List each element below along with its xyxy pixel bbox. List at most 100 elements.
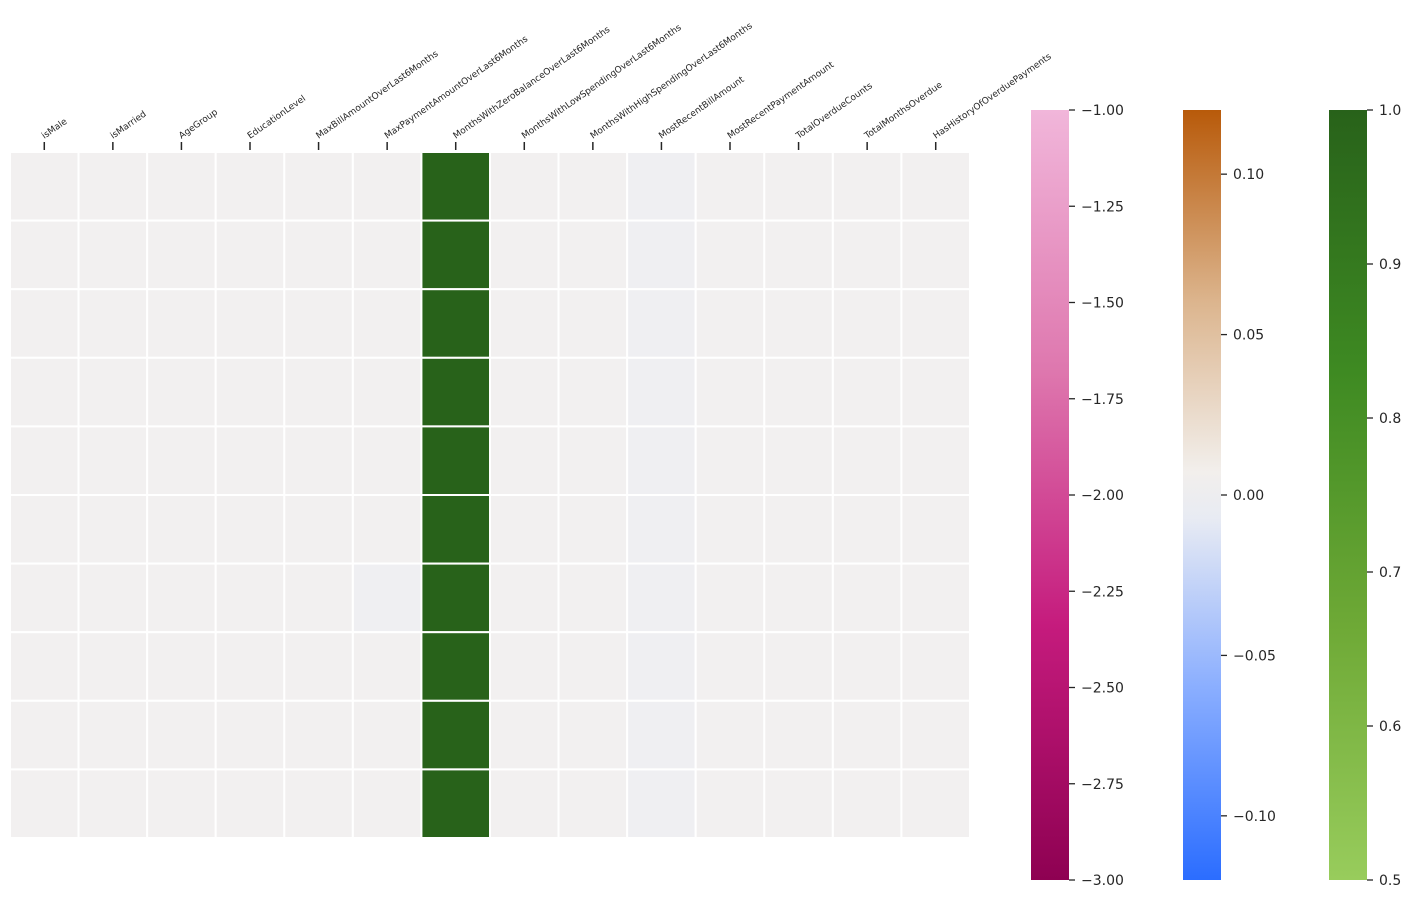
colorbar-tick-label: −2.25 (1081, 584, 1124, 600)
colorbar-tick-label: 0.8 (1379, 411, 1401, 427)
heatmap-cell (283, 631, 354, 702)
heatmap-cell (694, 562, 766, 634)
colorbar-tick-label: 0.05 (1233, 328, 1264, 344)
heatmap-cell (214, 699, 286, 771)
heatmap-cell (214, 768, 286, 840)
x-tick-label: MaxBillAmountOverLast6Months (315, 49, 441, 141)
heatmap-cell (900, 562, 972, 634)
heatmap-cell (351, 631, 423, 702)
heatmap-cell (283, 356, 354, 428)
x-tick-label: EducationLevel (246, 94, 308, 142)
heatmap-cell (283, 699, 354, 771)
heatmap-cell (146, 768, 217, 840)
heatmap-cell (900, 699, 972, 771)
heatmap-cell (694, 288, 766, 359)
heatmap-cell (9, 494, 80, 565)
heatmap-cell (626, 288, 697, 359)
x-tick-label: isMarried (109, 109, 149, 141)
heatmap-cell (420, 288, 491, 359)
heatmap-cell (214, 219, 286, 291)
heatmap-cell (763, 768, 834, 840)
heatmap-cell (557, 219, 629, 291)
heatmap-cell (831, 562, 903, 634)
heatmap-cell (420, 562, 491, 634)
heatmap-cell (214, 151, 286, 222)
colorbar-near-zero: 0.10 0.05 0.00 −0.05 −0.10 (1183, 110, 1276, 880)
heatmap-cell (763, 494, 834, 565)
heatmap-cell (626, 562, 697, 634)
colorbar-tick-label: 0.9 (1379, 257, 1401, 273)
heatmap-cell (626, 356, 697, 428)
colorbar-tick-label: −2.75 (1081, 777, 1124, 793)
colorbar-tick-label: −0.10 (1233, 809, 1276, 825)
colorbar-tick-label: −1.50 (1081, 296, 1124, 312)
colorbar-tick-label: −0.05 (1233, 648, 1276, 664)
colorbar-tick-label: 0.7 (1379, 565, 1401, 581)
heatmap-cell (146, 562, 217, 634)
heatmap-cell (557, 768, 629, 840)
heatmap-cell (420, 151, 491, 222)
heatmap-cell (214, 631, 286, 702)
colorbar-tick-label: −3.00 (1081, 873, 1124, 889)
colorbar-gradient (1031, 110, 1069, 880)
heatmap-cell (146, 631, 217, 702)
heatmap-cell (900, 288, 972, 359)
heatmap-cell (420, 768, 491, 840)
colorbar-negative: −1.00 −1.25 −1.50 −1.75 −2.00 −2.25 −2.50 −2.75… (1031, 103, 1124, 889)
heatmap-cell (489, 356, 560, 428)
x-tick-label: MaxPaymentAmountOverLast6Months (383, 34, 530, 141)
heatmap-cell (900, 768, 972, 840)
heatmap-cell (420, 494, 491, 565)
heatmap-cell (557, 356, 629, 428)
heatmap-cell (77, 288, 149, 359)
heatmap-cell (831, 219, 903, 291)
heatmap-cell (694, 631, 766, 702)
heatmap-cell (489, 699, 560, 771)
heatmap-cell (763, 562, 834, 634)
heatmap-cell (351, 425, 423, 496)
heatmap-cell (900, 151, 972, 222)
x-tick-label: MostRecentPaymentAmount (726, 60, 836, 142)
heatmap-cell (420, 356, 491, 428)
heatmap-cell (831, 699, 903, 771)
heatmap-cell (489, 288, 560, 359)
heatmap-cell (283, 768, 354, 840)
heatmap-cell (626, 631, 697, 702)
heatmap-cell (900, 425, 972, 496)
heatmap-cell (831, 151, 903, 222)
heatmap-cell (694, 425, 766, 496)
heatmap-cell (626, 151, 697, 222)
colorbars: −1.00 −1.25 −1.50 −1.75 −2.00 −2.25 −2.50 −2.75… (1031, 103, 1401, 889)
heatmap-cell (557, 699, 629, 771)
heatmap-cells (9, 151, 972, 840)
heatmap-cell (694, 219, 766, 291)
heatmap-cell (9, 151, 80, 222)
heatmap-cell (763, 631, 834, 702)
heatmap-cell (420, 425, 491, 496)
heatmap-cell (626, 494, 697, 565)
colorbar-tick-label: −1.75 (1081, 392, 1124, 408)
heatmap-cell (763, 151, 834, 222)
heatmap-cell (626, 768, 697, 840)
heatmap-cell (283, 151, 354, 222)
colorbar-tick-label: −2.00 (1081, 488, 1124, 504)
heatmap-cell (626, 425, 697, 496)
x-tick-label: isMale (40, 117, 69, 142)
heatmap-cell (831, 631, 903, 702)
heatmap-cell (489, 151, 560, 222)
heatmap-cell (351, 494, 423, 565)
heatmap-cell (557, 562, 629, 634)
heatmap-cell (763, 288, 834, 359)
heatmap-cell (626, 699, 697, 771)
heatmap-cell (831, 768, 903, 840)
heatmap-cell (9, 562, 80, 634)
heatmap-cell (214, 494, 286, 565)
heatmap-cell (831, 494, 903, 565)
heatmap-cell (77, 356, 149, 428)
heatmap-cell (77, 425, 149, 496)
x-axis: isMale isMarried AgeGroup EducationLevel Max… (40, 21, 1054, 150)
colorbar-tick-label: 1.0 (1379, 103, 1401, 119)
heatmap-cell (9, 631, 80, 702)
heatmap-cell (420, 631, 491, 702)
